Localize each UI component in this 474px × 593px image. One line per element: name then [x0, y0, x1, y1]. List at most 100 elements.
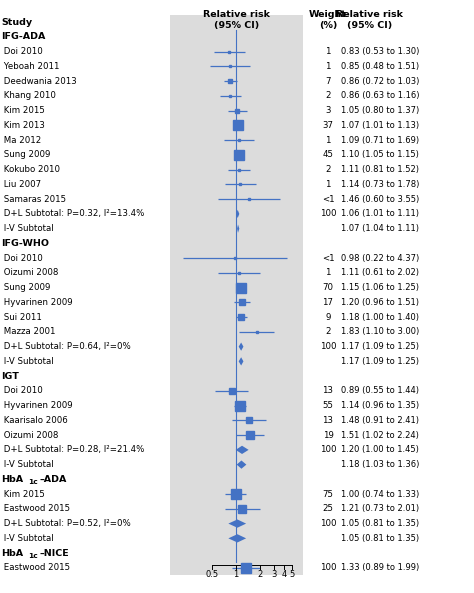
- Text: 2: 2: [325, 327, 331, 336]
- Text: 1.46 (0.60 to 3.55): 1.46 (0.60 to 3.55): [341, 195, 419, 203]
- Text: 0.89 (0.55 to 1.44): 0.89 (0.55 to 1.44): [341, 387, 419, 396]
- Text: Oizumi 2008: Oizumi 2008: [1, 269, 58, 278]
- Text: 1.51 (1.02 to 2.24): 1.51 (1.02 to 2.24): [341, 431, 419, 439]
- Text: 1: 1: [325, 136, 331, 145]
- Text: I-V Subtotal: I-V Subtotal: [1, 460, 54, 469]
- Polygon shape: [236, 446, 248, 454]
- Text: 0.83 (0.53 to 1.30): 0.83 (0.53 to 1.30): [341, 47, 419, 56]
- Text: Mazza 2001: Mazza 2001: [1, 327, 55, 336]
- Text: Kim 2015: Kim 2015: [1, 490, 45, 499]
- Text: Deedwania 2013: Deedwania 2013: [1, 76, 77, 85]
- Text: D+L Subtotal: P=0.32, I²=13.4%: D+L Subtotal: P=0.32, I²=13.4%: [1, 209, 144, 218]
- Polygon shape: [228, 519, 246, 528]
- Text: HbA: HbA: [1, 549, 23, 557]
- Text: 1.07 (1.01 to 1.13): 1.07 (1.01 to 1.13): [341, 121, 419, 130]
- Text: 70: 70: [322, 283, 334, 292]
- Text: 9: 9: [325, 313, 331, 321]
- Text: 1.10 (1.05 to 1.15): 1.10 (1.05 to 1.15): [341, 151, 419, 160]
- Text: 19: 19: [323, 431, 333, 439]
- Text: <1: <1: [322, 254, 334, 263]
- Text: 2: 2: [257, 570, 263, 579]
- Text: 1: 1: [233, 570, 238, 579]
- Text: 1.11 (0.61 to 2.02): 1.11 (0.61 to 2.02): [341, 269, 419, 278]
- Text: Khang 2010: Khang 2010: [1, 91, 56, 100]
- Text: 13: 13: [322, 416, 334, 425]
- Text: 1: 1: [325, 47, 331, 56]
- Text: Doi 2010: Doi 2010: [1, 254, 43, 263]
- Text: 13: 13: [322, 387, 334, 396]
- Text: IGT: IGT: [1, 372, 19, 381]
- Polygon shape: [228, 534, 246, 543]
- Text: 1: 1: [325, 180, 331, 189]
- Text: 2: 2: [325, 165, 331, 174]
- Text: Liu 2007: Liu 2007: [1, 180, 41, 189]
- Text: 1.14 (0.73 to 1.78): 1.14 (0.73 to 1.78): [341, 180, 419, 189]
- Text: 7: 7: [325, 76, 331, 85]
- Text: 1c: 1c: [28, 479, 38, 485]
- Text: <1: <1: [322, 195, 334, 203]
- Text: 25: 25: [322, 505, 334, 514]
- Text: Doi 2010: Doi 2010: [1, 387, 43, 396]
- Text: 1.00 (0.74 to 1.33): 1.00 (0.74 to 1.33): [341, 490, 419, 499]
- Text: 0.86 (0.72 to 1.03): 0.86 (0.72 to 1.03): [341, 76, 419, 85]
- Text: 100: 100: [320, 445, 336, 454]
- Text: Kokubo 2010: Kokubo 2010: [1, 165, 60, 174]
- Text: 1.20 (0.96 to 1.51): 1.20 (0.96 to 1.51): [341, 298, 419, 307]
- Text: Ma 2012: Ma 2012: [1, 136, 41, 145]
- Text: Kim 2013: Kim 2013: [1, 121, 45, 130]
- Text: 17: 17: [322, 298, 334, 307]
- Text: 100: 100: [320, 519, 336, 528]
- Text: 1.05 (0.80 to 1.37): 1.05 (0.80 to 1.37): [341, 106, 419, 115]
- Polygon shape: [237, 225, 239, 233]
- Text: Weight
(%): Weight (%): [309, 10, 347, 30]
- Text: 1.09 (0.71 to 1.69): 1.09 (0.71 to 1.69): [341, 136, 419, 145]
- Text: 0.85 (0.48 to 1.51): 0.85 (0.48 to 1.51): [341, 62, 419, 71]
- Polygon shape: [237, 461, 246, 468]
- Text: 1.18 (1.03 to 1.36): 1.18 (1.03 to 1.36): [341, 460, 419, 469]
- Text: 37: 37: [322, 121, 334, 130]
- Text: Relative risk
(95% CI): Relative risk (95% CI): [336, 10, 403, 30]
- Text: 1: 1: [325, 269, 331, 278]
- Text: 1.11 (0.81 to 1.52): 1.11 (0.81 to 1.52): [341, 165, 419, 174]
- Text: Sung 2009: Sung 2009: [1, 283, 50, 292]
- Text: D+L Subtotal: P=0.28, I²=21.4%: D+L Subtotal: P=0.28, I²=21.4%: [1, 445, 144, 454]
- Text: 5: 5: [289, 570, 294, 579]
- Text: Kim 2015: Kim 2015: [1, 106, 45, 115]
- Text: 1.05 (0.81 to 1.35): 1.05 (0.81 to 1.35): [341, 534, 419, 543]
- Text: Doi 2010: Doi 2010: [1, 47, 43, 56]
- Text: 1.06 (1.01 to 1.11): 1.06 (1.01 to 1.11): [341, 209, 419, 218]
- Text: 100: 100: [320, 342, 336, 351]
- Text: 1.33 (0.89 to 1.99): 1.33 (0.89 to 1.99): [341, 563, 419, 572]
- Text: 1.20 (1.00 to 1.45): 1.20 (1.00 to 1.45): [341, 445, 419, 454]
- Text: I-V Subtotal: I-V Subtotal: [1, 534, 54, 543]
- Text: 100: 100: [320, 209, 336, 218]
- Text: 4: 4: [281, 570, 286, 579]
- Text: 1.17 (1.09 to 1.25): 1.17 (1.09 to 1.25): [341, 342, 419, 351]
- Text: Yeboah 2011: Yeboah 2011: [1, 62, 59, 71]
- Text: 1c: 1c: [28, 553, 38, 559]
- Text: –ADA: –ADA: [39, 475, 67, 484]
- Text: 0.98 (0.22 to 4.37): 0.98 (0.22 to 4.37): [341, 254, 419, 263]
- Text: 1.15 (1.06 to 1.25): 1.15 (1.06 to 1.25): [341, 283, 419, 292]
- Text: D+L Subtotal: P=0.52, I²=0%: D+L Subtotal: P=0.52, I²=0%: [1, 519, 131, 528]
- Text: Study: Study: [1, 18, 32, 27]
- Text: 1: 1: [325, 62, 331, 71]
- Text: 2: 2: [325, 91, 331, 100]
- Text: Hyvarinen 2009: Hyvarinen 2009: [1, 298, 73, 307]
- Text: Kaarisalo 2006: Kaarisalo 2006: [1, 416, 68, 425]
- Polygon shape: [239, 343, 244, 351]
- Text: 55: 55: [322, 401, 334, 410]
- Text: Oizumi 2008: Oizumi 2008: [1, 431, 58, 439]
- Text: 1.18 (1.00 to 1.40): 1.18 (1.00 to 1.40): [341, 313, 419, 321]
- Text: Eastwood 2015: Eastwood 2015: [1, 563, 70, 572]
- Text: Sui 2011: Sui 2011: [1, 313, 42, 321]
- Text: 1.17 (1.09 to 1.25): 1.17 (1.09 to 1.25): [341, 357, 419, 366]
- Text: Eastwood 2015: Eastwood 2015: [1, 505, 70, 514]
- Text: 0.86 (0.63 to 1.16): 0.86 (0.63 to 1.16): [341, 91, 420, 100]
- Text: Relative risk
(95% CI): Relative risk (95% CI): [203, 10, 270, 30]
- Text: D+L Subtotal: P=0.64, I²=0%: D+L Subtotal: P=0.64, I²=0%: [1, 342, 131, 351]
- Text: 1.05 (0.81 to 1.35): 1.05 (0.81 to 1.35): [341, 519, 419, 528]
- Text: I-V Subtotal: I-V Subtotal: [1, 357, 54, 366]
- Text: –NICE: –NICE: [39, 549, 69, 557]
- Text: I-V Subtotal: I-V Subtotal: [1, 224, 54, 233]
